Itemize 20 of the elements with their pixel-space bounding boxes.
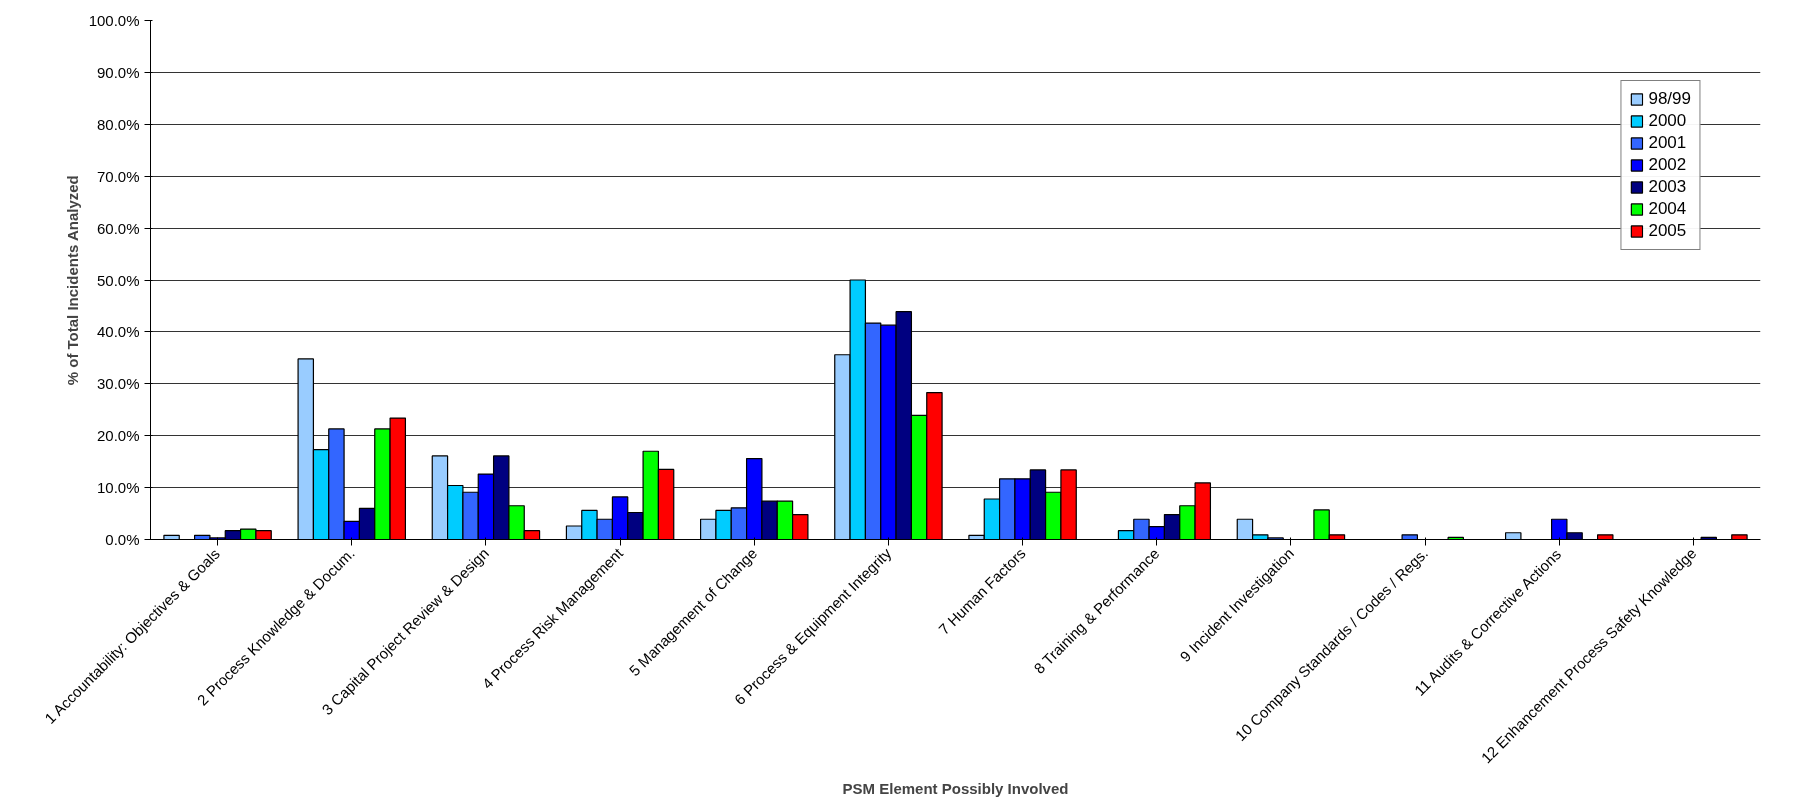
x-axis-title: PSM Element Possibly Involved	[842, 780, 1069, 798]
y-tick-label: 40.0%	[96, 323, 140, 341]
y-tick-label: 30.0%	[96, 375, 140, 393]
legend-label: 2001	[1648, 133, 1687, 153]
legend-label: 98/99	[1648, 89, 1691, 109]
y-axis-title: % of Total Incidents Analyzed	[63, 175, 81, 386]
y-tick-label: 20.0%	[96, 427, 140, 445]
legend-label: 2002	[1648, 155, 1687, 175]
y-tick-label: 90.0%	[96, 63, 140, 81]
legend-label: 2005	[1648, 221, 1687, 241]
y-tick-label: 80.0%	[96, 115, 140, 133]
y-tick-label: 10.0%	[96, 479, 140, 497]
y-tick-label: 0.0%	[105, 531, 140, 548]
legend-label: 2004	[1648, 199, 1687, 219]
y-tick-label: 70.0%	[96, 167, 140, 185]
y-tick-label: 50.0%	[96, 271, 140, 289]
y-tick-label: 60.0%	[96, 219, 140, 237]
y-tick-label: 100.0%	[88, 12, 140, 29]
legend-label: 2000	[1648, 111, 1687, 131]
legend-label: 2003	[1648, 177, 1687, 197]
